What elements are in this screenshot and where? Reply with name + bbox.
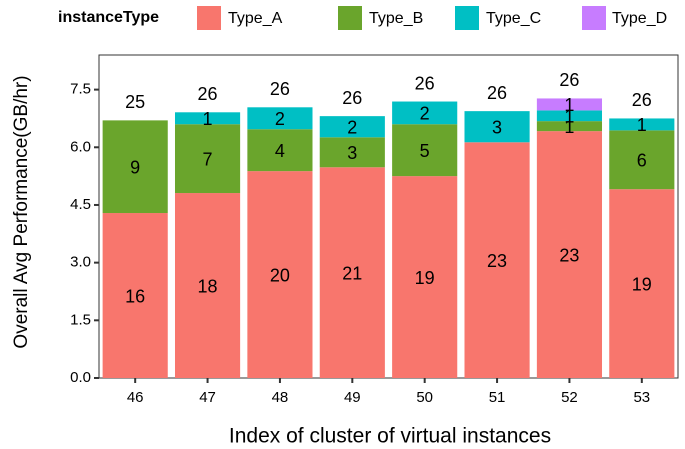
bar-segment <box>536 110 603 122</box>
segment-label: 7 <box>203 149 213 169</box>
segment-label: 2 <box>420 104 430 124</box>
legend-key <box>455 6 479 30</box>
x-tick-label: 51 <box>489 389 506 406</box>
segment-label: 1 <box>564 117 574 137</box>
legend-key <box>582 6 606 30</box>
y-tick-label: 3.0 <box>70 254 91 271</box>
bar-segment <box>174 193 241 378</box>
bar-segment <box>319 116 385 138</box>
bar-segment <box>247 107 313 130</box>
bar-segment <box>536 131 603 378</box>
bar-segment <box>392 176 458 378</box>
legend-label: Type_D <box>612 10 667 27</box>
total-label: 25 <box>125 92 145 112</box>
bar-segment <box>536 121 603 132</box>
bar-segment <box>102 213 168 378</box>
bar-segment <box>102 120 168 214</box>
x-tick-label: 50 <box>416 389 433 406</box>
bar-segment <box>609 130 675 190</box>
legend-label: Type_C <box>486 10 541 27</box>
legend-key <box>338 6 362 30</box>
segment-label: 3 <box>492 117 502 137</box>
y-tick-label: 6.0 <box>70 138 91 155</box>
bar-segment <box>609 118 675 131</box>
legend-title: instanceType <box>58 9 159 26</box>
bar-segment <box>247 171 313 378</box>
bar-segment <box>464 142 530 378</box>
segment-label: 1 <box>203 109 213 129</box>
segment-label: 23 <box>487 251 507 271</box>
x-axis-title: Index of cluster of virtual instances <box>229 425 551 448</box>
total-label: 26 <box>342 88 362 108</box>
segment-label: 1 <box>564 107 574 127</box>
bar-segment <box>319 167 385 378</box>
bar-segment <box>247 129 313 172</box>
segment-label: 1 <box>564 95 574 115</box>
segment-label: 21 <box>342 263 362 283</box>
x-tick-label: 52 <box>561 389 578 406</box>
x-tick-label: 53 <box>633 389 650 406</box>
x-tick-label: 47 <box>199 389 216 406</box>
bar-segment <box>609 189 675 378</box>
legend-label: Type_A <box>228 10 283 27</box>
total-label: 26 <box>270 79 290 99</box>
bar-segment <box>392 101 458 125</box>
bar-segment <box>174 112 241 125</box>
total-label: 26 <box>559 70 579 90</box>
segment-label: 2 <box>347 117 357 137</box>
legend-label: Type_B <box>369 10 423 27</box>
total-label: 26 <box>415 73 435 93</box>
segment-label: 1 <box>637 115 647 135</box>
bar-segment <box>392 124 458 177</box>
segment-label: 9 <box>130 157 140 177</box>
bar-segment <box>464 111 530 143</box>
y-axis-title: Overall Avg Performance(GB/hr) <box>11 75 32 348</box>
x-tick-label: 48 <box>272 389 289 406</box>
bar-segment <box>536 98 603 111</box>
y-tick-label: 7.5 <box>70 81 91 98</box>
segment-label: 3 <box>347 143 357 163</box>
x-tick-label: 46 <box>127 389 144 406</box>
x-tick-label: 49 <box>344 389 361 406</box>
segment-label: 6 <box>637 151 647 171</box>
bar-segment <box>174 124 241 194</box>
y-tick-label: 0.0 <box>70 369 91 386</box>
y-tick-label: 1.5 <box>70 311 91 328</box>
segment-label: 19 <box>415 268 435 288</box>
segment-label: 20 <box>270 265 290 285</box>
y-tick-label: 4.5 <box>70 196 91 213</box>
total-label: 26 <box>487 83 507 103</box>
segment-label: 18 <box>198 276 218 296</box>
bar-segment <box>319 137 385 168</box>
segment-label: 4 <box>275 141 285 161</box>
segment-label: 16 <box>125 286 145 306</box>
segment-label: 5 <box>420 141 430 161</box>
total-label: 26 <box>632 90 652 110</box>
segment-label: 2 <box>275 109 285 129</box>
total-label: 26 <box>198 84 218 104</box>
segment-label: 23 <box>559 245 579 265</box>
segment-label: 19 <box>632 274 652 294</box>
legend-key <box>197 6 221 30</box>
